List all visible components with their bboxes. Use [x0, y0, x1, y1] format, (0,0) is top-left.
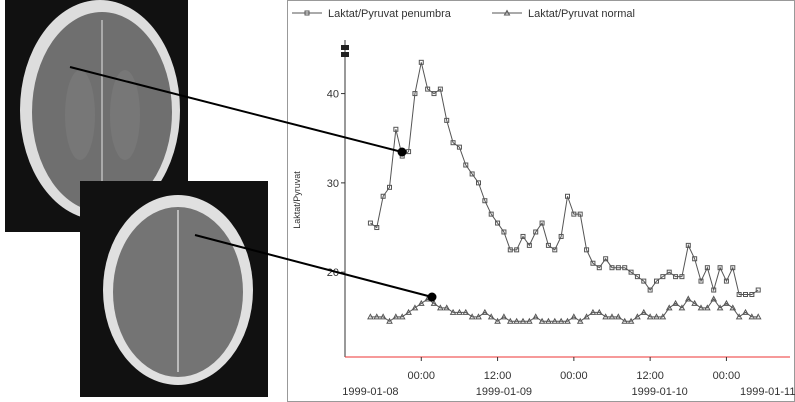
x-tick-label: 00:00	[713, 370, 741, 382]
connector-dot	[428, 293, 437, 302]
axis-marker	[341, 45, 349, 50]
y-axis-label: Laktat/Pyruvat	[292, 171, 302, 229]
x-tick-label: 12:00	[636, 370, 664, 382]
axis-marker	[341, 52, 349, 57]
x-date-label: 1999-01-08	[342, 386, 398, 398]
figure: Laktat/Pyruvat penumbra Laktat/Pyruvat no…	[0, 0, 795, 402]
x-tick-label: 12:00	[484, 370, 512, 382]
legend-label: Laktat/Pyruvat penumbra	[328, 8, 452, 20]
legend-label: Laktat/Pyruvat normal	[528, 8, 635, 20]
x-tick-label: 00:00	[408, 370, 436, 382]
x-date-label: 1999-01-10	[632, 386, 688, 398]
x-date-label: 1999-01-11	[740, 386, 795, 398]
connector-dot	[398, 148, 407, 157]
y-tick-label: 30	[327, 178, 339, 190]
x-tick-label: 00:00	[560, 370, 588, 382]
chart-frame	[288, 1, 795, 402]
x-date-label: 1999-01-09	[476, 386, 532, 398]
ct-image-bottom	[80, 181, 268, 397]
y-tick-label: 40	[327, 89, 339, 101]
